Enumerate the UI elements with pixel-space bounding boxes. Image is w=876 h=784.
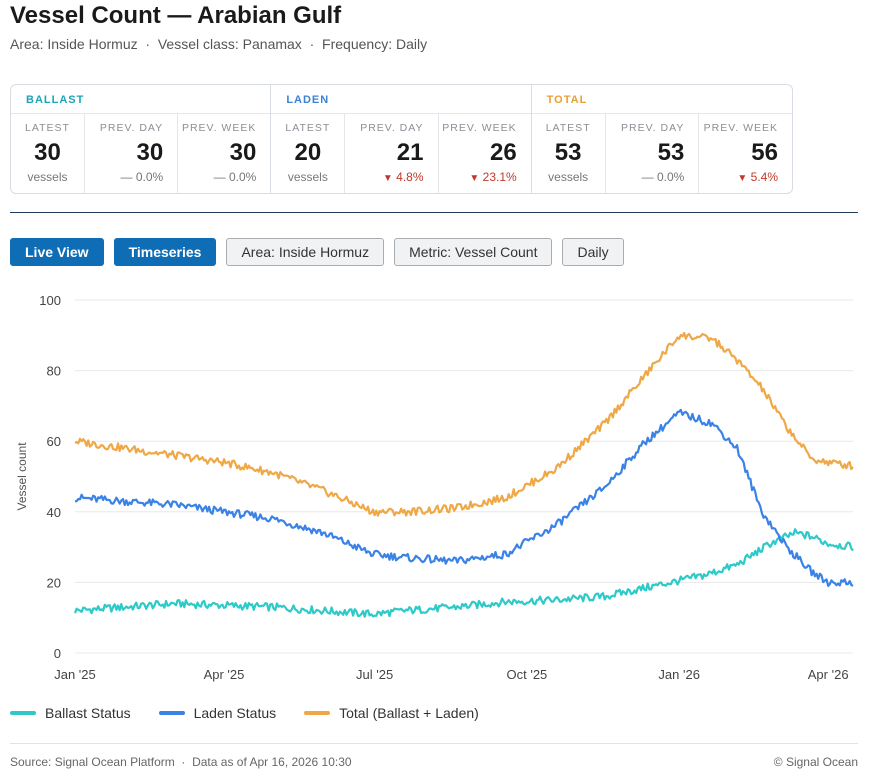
stat-change: — 0.0% <box>213 170 257 184</box>
subtitle-separator: · <box>309 36 315 52</box>
x-tick-label: Oct '25 <box>507 667 548 682</box>
y-tick-label: 100 <box>39 293 61 308</box>
stats-group-ballast: BALLAST LATEST 30 vessels PREV. DAY 30 —… <box>11 85 272 193</box>
legend-label: Total (Ballast + Laden) <box>339 705 479 721</box>
stat-change: ▼ 23.1% <box>469 170 516 184</box>
data-as-of: Data as of Apr 16, 2026 10:30 <box>192 755 352 769</box>
down-triangle-icon: ▼ <box>382 173 393 184</box>
stat-change-text: 23.1% <box>482 170 517 184</box>
y-axis-label: Vessel count <box>15 442 29 511</box>
legend-item-ballast[interactable]: Ballast Status <box>10 705 131 721</box>
stats-group-title: TOTAL <box>531 85 792 114</box>
stat-label: PREV. WEEK <box>442 122 517 134</box>
stat-change: ▼ 4.8% <box>383 170 424 184</box>
stats-group-title: LADEN <box>271 85 531 114</box>
section-divider <box>10 212 858 213</box>
x-tick-label: Jan '26 <box>658 667 700 682</box>
x-tick-label: Apr '26 <box>808 667 849 682</box>
legend-swatch-ballast <box>10 711 36 715</box>
stat-value: 53 <box>657 139 685 166</box>
stat-prev-day: PREV. DAY 30 — 0.0% <box>85 114 179 193</box>
stat-prev-week: PREV. WEEK 56 ▼ 5.4% <box>699 114 792 193</box>
page-subtitle: Area: Inside Hormuz · Vessel class: Pana… <box>10 36 427 52</box>
toolbar: Live View Timeseries Area: Inside Hormuz… <box>10 238 624 266</box>
stat-label: PREV. DAY <box>621 122 685 134</box>
stat-latest: LATEST 30 vessels <box>11 114 85 193</box>
stat-prev-day: PREV. DAY 21 ▼ 4.8% <box>345 114 439 193</box>
legend-label: Laden Status <box>193 705 277 721</box>
stat-value: 30 <box>229 139 257 166</box>
stat-label: LATEST <box>285 122 331 134</box>
vessel-count-chart: 0 20 40 60 80 100 Jan '25 Apr '25 Jul '25 Oct '25… <box>15 293 854 682</box>
series-line-total <box>74 331 854 517</box>
subtitle-vessel-class: Vessel class: Panamax <box>157 36 302 52</box>
page-title: Vessel Count — Arabian Gulf <box>10 2 342 29</box>
stat-value: 20 <box>294 139 322 166</box>
subtitle-separator: · <box>145 36 151 52</box>
stat-value: 53 <box>554 139 582 166</box>
stat-change: — 0.0% <box>120 170 164 184</box>
x-tick-label: Jan '25 <box>54 667 96 682</box>
series-line-ballast <box>73 528 854 618</box>
y-tick-label: 20 <box>47 575 61 590</box>
footer-source: Source: Signal Ocean Platform · Data as … <box>10 755 352 769</box>
stats-group-title: BALLAST <box>11 85 271 114</box>
stat-label: PREV. DAY <box>99 122 164 134</box>
down-triangle-icon: ▼ <box>737 173 748 184</box>
x-tick-label: Jul '25 <box>356 667 393 682</box>
stat-label: PREV. WEEK <box>181 122 257 134</box>
stat-latest: LATEST 20 vessels <box>271 114 346 193</box>
timeseries-button[interactable]: Timeseries <box>113 238 217 266</box>
y-tick-label: 80 <box>47 364 61 379</box>
series-line-laden <box>74 408 854 587</box>
stat-label: LATEST <box>545 122 591 134</box>
stats-panel: BALLAST LATEST 30 vessels PREV. DAY 30 —… <box>10 84 793 194</box>
stat-prev-day: PREV. DAY 53 — 0.0% <box>606 114 700 193</box>
legend-label: Ballast Status <box>45 705 131 721</box>
subtitle-frequency: Frequency: Daily <box>322 36 428 52</box>
metric-filter-button[interactable]: Metric: Vessel Count <box>394 238 553 266</box>
legend-item-total[interactable]: Total (Ballast + Laden) <box>304 705 479 721</box>
stat-unit: vessels <box>287 170 328 184</box>
legend-swatch-total <box>304 711 331 715</box>
stat-value: 21 <box>396 139 424 166</box>
copyright: © Signal Ocean <box>773 755 858 769</box>
stat-label: LATEST <box>25 122 70 134</box>
y-tick-label: 0 <box>54 646 61 661</box>
subtitle-area: Area: Inside Hormuz <box>10 36 138 52</box>
frequency-filter-button[interactable]: Daily <box>562 238 624 266</box>
stat-latest: LATEST 53 vessels <box>532 114 606 193</box>
legend-swatch-laden <box>158 711 185 715</box>
stat-value: 30 <box>34 139 61 166</box>
stat-change-text: 4.8% <box>396 170 424 184</box>
stat-value: 30 <box>136 139 164 166</box>
stat-change: ▼ 5.4% <box>737 170 778 184</box>
y-tick-label: 40 <box>47 505 61 520</box>
stat-unit: vessels <box>548 170 589 184</box>
stat-label: PREV. WEEK <box>703 122 778 134</box>
source-text: Source: Signal Ocean Platform <box>10 755 175 769</box>
footer-separator: · <box>181 755 186 769</box>
stat-change: — 0.0% <box>641 170 685 184</box>
x-tick-label: Apr '25 <box>204 667 245 682</box>
stats-group-laden: LADEN LATEST 20 vessels PREV. DAY 21 ▼ 4… <box>271 85 532 193</box>
stat-label: PREV. DAY <box>360 122 424 134</box>
stat-value: 56 <box>751 139 778 166</box>
stat-change-text: 5.4% <box>750 170 778 184</box>
live-view-button[interactable]: Live View <box>10 238 104 266</box>
chart-legend: Ballast Status Laden Status Total (Balla… <box>10 705 507 721</box>
stat-prev-week: PREV. WEEK 26 ▼ 23.1% <box>439 114 531 193</box>
stats-group-total: TOTAL LATEST 53 vessels PREV. DAY 53 — 0… <box>531 85 792 193</box>
stat-unit: vessels <box>27 170 68 184</box>
area-filter-button[interactable]: Area: Inside Hormuz <box>226 238 385 266</box>
y-tick-label: 60 <box>47 434 61 449</box>
legend-item-laden[interactable]: Laden Status <box>158 705 277 721</box>
down-triangle-icon: ▼ <box>469 173 480 184</box>
stat-prev-week: PREV. WEEK 30 — 0.0% <box>178 114 270 193</box>
stat-value: 26 <box>489 139 517 166</box>
footer-divider <box>10 743 858 744</box>
